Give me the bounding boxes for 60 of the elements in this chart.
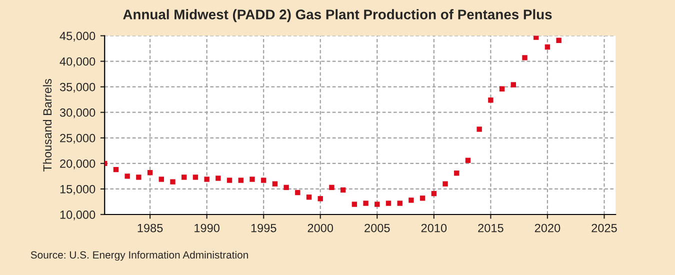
point bbox=[124, 174, 130, 179]
point bbox=[442, 181, 448, 186]
point bbox=[522, 55, 528, 60]
x-tick-label: 1985 bbox=[138, 224, 163, 232]
x-tick-label: 2010 bbox=[421, 224, 447, 232]
point bbox=[397, 200, 402, 206]
source-note: Source: U.S. Energy Information Administration bbox=[30, 250, 248, 261]
y-tick-label: 35,000 bbox=[60, 82, 96, 93]
point bbox=[260, 178, 266, 183]
point bbox=[113, 166, 119, 172]
point bbox=[534, 36, 539, 40]
point bbox=[170, 179, 176, 184]
y-tick-label: 10,000 bbox=[60, 210, 96, 220]
y-axis-title: Thousand Barrels bbox=[42, 78, 52, 172]
chart-title: Annual Midwest (PADD 2) Gas Plant Production of Pentanes Plus bbox=[123, 9, 552, 22]
point bbox=[488, 98, 494, 103]
point bbox=[284, 184, 289, 190]
x-tick-label: 1995 bbox=[251, 224, 276, 232]
point bbox=[386, 200, 392, 206]
point bbox=[147, 170, 153, 176]
y-tick-label: 25,000 bbox=[60, 134, 96, 144]
x-tick-label: 1990 bbox=[194, 224, 220, 232]
point bbox=[408, 198, 414, 203]
point bbox=[238, 178, 244, 183]
y-tick-label: 40,000 bbox=[60, 57, 96, 68]
point bbox=[510, 82, 516, 88]
y-tick-label: 15,000 bbox=[60, 185, 96, 195]
point bbox=[318, 196, 323, 202]
x-tick-label: 2000 bbox=[308, 224, 334, 232]
point bbox=[499, 86, 505, 92]
point bbox=[158, 176, 164, 182]
point bbox=[136, 174, 142, 180]
point bbox=[374, 202, 380, 207]
point bbox=[329, 184, 334, 190]
x-tick-label: 2025 bbox=[592, 224, 617, 232]
point bbox=[295, 190, 300, 196]
x-tick-label: 2015 bbox=[478, 224, 504, 232]
point bbox=[352, 202, 358, 207]
point bbox=[250, 176, 255, 182]
point bbox=[420, 196, 426, 201]
point bbox=[216, 176, 221, 181]
point bbox=[454, 170, 460, 176]
point bbox=[306, 194, 312, 200]
point bbox=[476, 126, 482, 132]
point bbox=[182, 174, 187, 180]
y-tick-label: 30,000 bbox=[60, 108, 96, 118]
point bbox=[431, 190, 437, 196]
x-tick-label: 2020 bbox=[534, 224, 560, 232]
point bbox=[340, 187, 346, 193]
y-tick-label: 45,000 bbox=[60, 32, 96, 42]
x-tick-label: 2005 bbox=[364, 224, 390, 232]
point bbox=[465, 158, 471, 163]
point bbox=[226, 178, 232, 183]
point bbox=[363, 200, 368, 206]
point bbox=[556, 38, 562, 43]
point bbox=[272, 181, 278, 186]
point bbox=[192, 174, 198, 180]
point bbox=[544, 44, 550, 50]
y-tick-label: 20,000 bbox=[60, 159, 96, 170]
point bbox=[204, 176, 210, 182]
